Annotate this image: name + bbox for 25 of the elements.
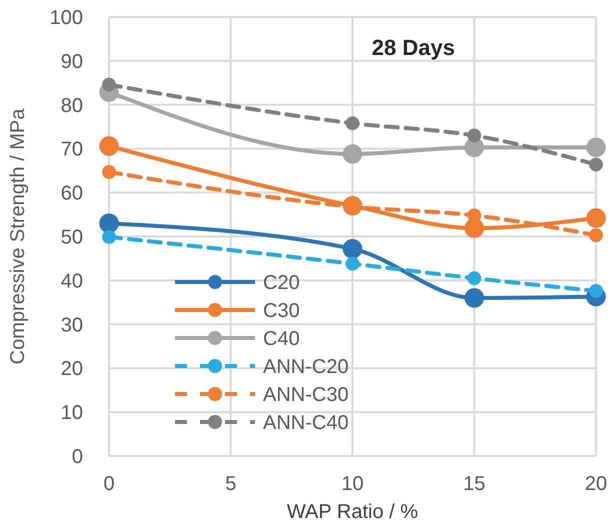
y-tick-label: 0 [72,446,83,468]
y-tick-label: 70 [60,138,83,161]
y-axis-title: Compressive Strength / MPa [7,108,29,364]
y-tick-label: 30 [60,314,83,336]
legend-label: ANN-C20 [263,356,349,378]
x-tick-label: 0 [103,473,115,495]
y-tick-label: 40 [60,270,83,292]
x-tick-label: 15 [463,473,486,495]
y-tick-label: 50 [60,226,83,248]
text: 28 Days [372,35,455,60]
legend-label: C30 [263,300,300,322]
y-tick-label: 10 [60,402,83,424]
y-tick-label: 20 [60,358,83,380]
y-tick-label: 80 [60,94,83,117]
x-axis-title: WAP Ratio / % [286,501,418,523]
x-tick-label: 10 [341,473,364,495]
x-tick-label: 20 [584,473,608,495]
legend-label: C40 [263,328,300,350]
y-tick-label: 90 [60,50,83,73]
legend-label: ANN-C40 [263,412,349,434]
legend-label: ANN-C30 [263,384,349,406]
legend-label: C20 [263,272,300,294]
y-tick-label: 100 [50,7,83,29]
y-tick-label: 60 [60,182,83,205]
x-tick-label: 5 [225,473,236,495]
